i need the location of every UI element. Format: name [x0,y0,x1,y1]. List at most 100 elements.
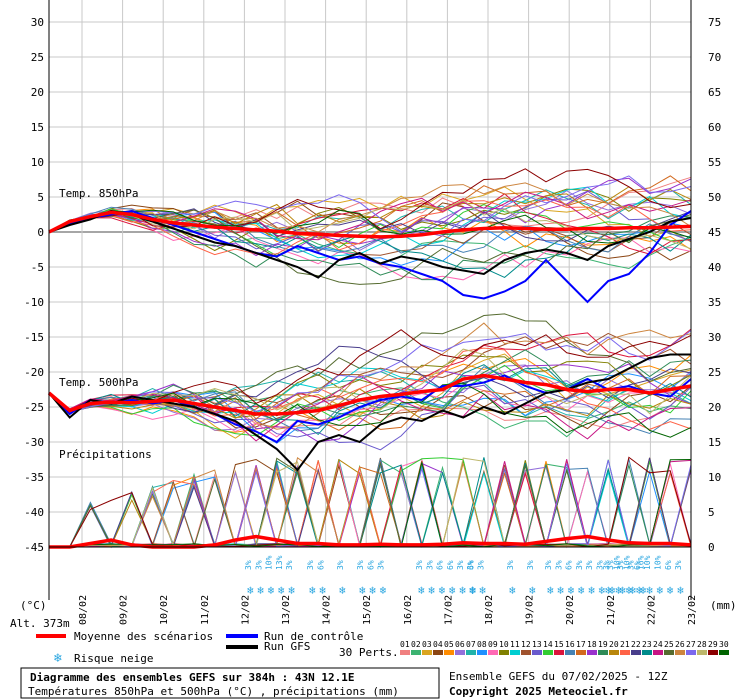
altitude-label: Alt. 373m [10,617,70,630]
snowflake-icon: ❄ [568,584,575,597]
legend-perts-label: 30 Perts. [339,646,399,659]
pert-swatch [653,650,663,655]
snowflake-icon: ❄ [578,584,585,597]
snow-risk-value: 10% [623,555,632,570]
pert-swatch [554,650,564,655]
x-date-tick: 23/02 [687,595,698,625]
y-right-tick: 55 [708,156,721,169]
chart-grid [49,0,692,548]
snow-risk-value: 3% [466,560,475,570]
member-t500-line [48,328,692,415]
pert-id: 07 [466,640,476,649]
snowflake-icon: ❄ [657,584,664,597]
x-date-tick: 13/02 [281,595,292,625]
member-t500-line [48,330,692,413]
snow-risk-value: 3% [674,560,683,570]
snowflake-icon: ❄ [459,584,466,597]
snowflake-icon: ❄ [359,584,366,597]
snowflake-icon: ❄ [268,584,275,597]
snowflake-icon: ❄ [588,584,595,597]
y-right-tick: 35 [708,296,721,309]
pert-id: 17 [576,640,586,649]
pert-swatch [532,650,542,655]
pert-id: 20 [609,640,619,649]
snowflake-icon: ❄ [529,584,536,597]
snowflake-icon: ❄ [677,584,684,597]
snow-risk-value: 3% [626,560,635,570]
member-t500-line [48,322,692,430]
snowflake-icon: ❄ [547,584,554,597]
pert-swatch [631,650,641,655]
member-t850-line [48,206,692,254]
gfs-t850-line [48,209,692,279]
snowflake-icon: ❄ [449,584,456,597]
snowflake-icon: ❄ [369,584,376,597]
y-left-tick: -15 [24,331,44,344]
snow-risk-value: 3% [425,560,434,570]
snow-risk-value: 6% [565,560,574,570]
pert-swatch [719,650,729,655]
y-right-tick: 75 [708,16,721,29]
pert-id: 14 [543,640,553,649]
footer-copyright: Copyright 2025 Meteociel.fr [449,685,628,698]
y-right-tick: 30 [708,331,721,344]
y-left-tick: -35 [24,471,44,484]
ensemble-member-lines [48,168,692,549]
member-t850-line [48,209,692,244]
pert-id: 02 [411,640,421,649]
snowflake-icon: ❄ [599,584,606,597]
snowflake-icon: ❄ [247,584,254,597]
snowflake-icon: ❄ [626,584,633,597]
y-right-tick: 65 [708,86,721,99]
y-right-tick: 15 [708,436,721,449]
pert-id: 06 [455,640,465,649]
snowflake-icon: ❄ [609,584,616,597]
legend-snow-label: Risque neige [74,652,153,665]
snow-risk-value: 3% [476,560,485,570]
y-right-tick: 10 [708,471,721,484]
pert-swatch [422,650,432,655]
member-t850-line [48,208,692,242]
pert-swatch [675,650,685,655]
snowflake-icon: ❄ [629,584,636,597]
snow-risk-value: 3% [616,560,625,570]
snowflake-icon: ❄ [257,584,264,597]
snowflake-icon: ❄ [605,584,612,597]
t850-label: Temp. 850hPa [59,187,138,200]
x-date-tick: 14/02 [322,595,333,625]
pert-swatch [488,650,498,655]
pert-id: 23 [642,640,652,649]
t500-label: Temp. 500hPa [59,376,138,389]
y-left-tick: 5 [37,191,44,204]
snow-risk-value: 3% [596,560,605,570]
y-right-tick: 20 [708,401,721,414]
snow-risk-value: 6% [467,560,476,570]
snowflake-icon: ❄ [309,584,316,597]
y-left-tick: -20 [24,366,44,379]
x-date-tick: 16/02 [403,595,414,625]
member-t850-line [48,175,692,237]
legend-gfs-label: Run GFS [264,640,310,653]
pert-swatch [521,650,531,655]
snow-risk-value: 10% [612,555,621,570]
member-t850-line [48,188,692,252]
pert-swatch [642,650,652,655]
snowflake-icon: ❄ [418,584,425,597]
snowflake-icon: ❄ [509,584,516,597]
snow-risk-value: 3% [506,560,515,570]
footer-title: Diagramme des ensembles GEFS sur 384h : … [30,671,355,684]
snow-risk-value: 10% [654,555,663,570]
x-date-tick: 12/02 [240,595,251,625]
pert-swatch [499,650,509,655]
pert-swatch [543,650,553,655]
perturbation-legend: 01 02 03 04 05 06 07 08 09 10 11 12 13 14 15 16 17 18 19 20… [400,640,729,655]
x-date-tick: 20/02 [565,595,576,625]
snow-risk-value: 6% [664,560,673,570]
snow-risk-value: 3% [575,560,584,570]
pert-swatch [444,650,454,655]
mean-t500-line [47,373,692,416]
pert-id: 11 [510,640,520,649]
pert-id: 16 [565,640,575,649]
x-date-tick: 08/02 [78,595,89,625]
